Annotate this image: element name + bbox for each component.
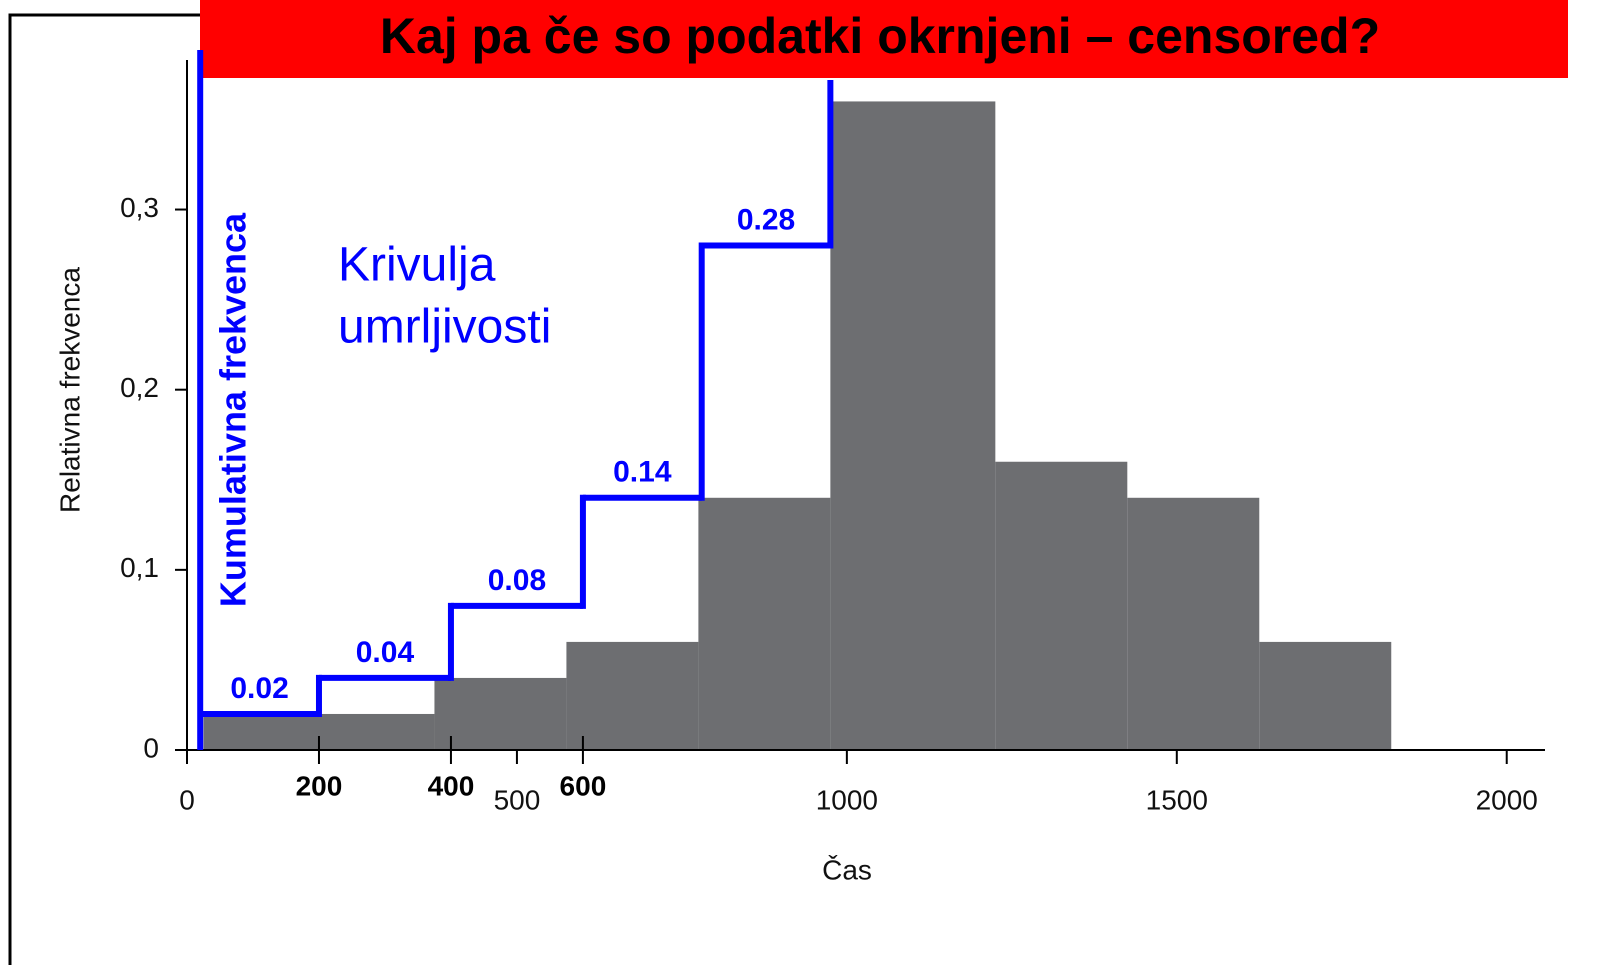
- annotation: Krivulja: [338, 239, 496, 292]
- step-value-label: 0.02: [230, 672, 288, 705]
- x-tick-label: 2000: [1476, 784, 1538, 815]
- step-line-name: Kumulativna frekvenca: [213, 212, 254, 607]
- chart-title: Kaj pa če so podatki okrnjeni – censored…: [380, 8, 1380, 64]
- step-value-label: 0.28: [737, 203, 795, 236]
- step-value-label: 0.14: [613, 456, 672, 489]
- x-tick-label: 1000: [816, 784, 878, 815]
- bar: [434, 677, 567, 750]
- x-tick-label: 0: [179, 784, 195, 815]
- bar: [1127, 497, 1260, 750]
- y-tick-label: 0,2: [120, 372, 159, 403]
- bar: [566, 641, 699, 750]
- annotation: umrljivosti: [338, 301, 551, 354]
- title-banner: [200, 0, 1568, 78]
- y-tick-label: 0,1: [120, 552, 159, 583]
- x-tick-label: 500: [494, 784, 541, 815]
- y-tick-label: 0,3: [120, 192, 159, 223]
- x-tick-label: 1500: [1146, 784, 1208, 815]
- y-tick-label: 0: [143, 732, 159, 763]
- step-tick-label: 600: [560, 770, 607, 801]
- bar: [1259, 641, 1392, 750]
- step-tick-label: 200: [296, 770, 343, 801]
- frame: [8, 13, 200, 965]
- y-axis-label: Relativna frekvenca: [54, 267, 85, 513]
- bar: [830, 101, 996, 750]
- step-value-label: 0.04: [356, 636, 415, 669]
- step-value-label: 0.08: [488, 564, 546, 597]
- step-tick-label: 400: [428, 770, 475, 801]
- x-axis-label: Čas: [822, 854, 872, 885]
- bar: [995, 461, 1128, 750]
- bar: [698, 497, 831, 750]
